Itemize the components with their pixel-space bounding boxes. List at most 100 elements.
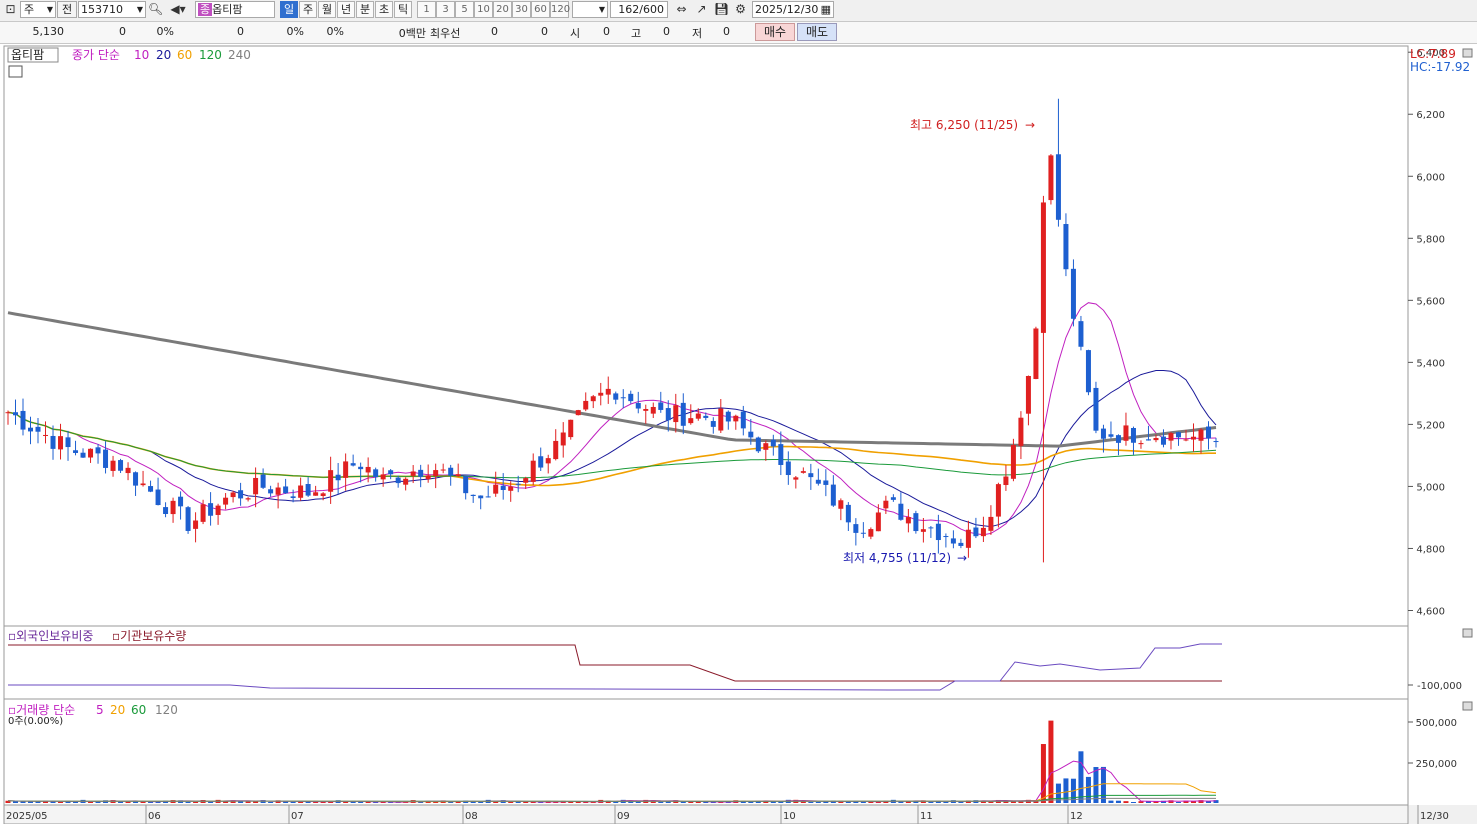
candle-body bbox=[838, 500, 844, 509]
panel-close-icon[interactable] bbox=[1462, 701, 1473, 711]
volume-bar bbox=[140, 801, 146, 803]
interval-button-120[interactable]: 120 bbox=[550, 1, 570, 18]
high-arrow-icon: → bbox=[1025, 118, 1035, 132]
candle-body bbox=[523, 478, 529, 483]
volume-bar bbox=[1003, 800, 1009, 803]
volume-bar bbox=[1063, 778, 1069, 803]
volume-bar bbox=[365, 802, 371, 803]
period-tab-1[interactable]: 주 bbox=[299, 1, 317, 18]
volume-bar bbox=[43, 800, 49, 803]
inst-legend: ▫기관보유수량 bbox=[112, 629, 186, 643]
interval-button-60[interactable]: 60 bbox=[531, 1, 550, 18]
interval-button-10[interactable]: 10 bbox=[474, 1, 493, 18]
prev-button[interactable]: 전 bbox=[57, 1, 77, 18]
panel-menu-icon[interactable] bbox=[8, 65, 23, 78]
candle-body bbox=[530, 460, 536, 482]
volume-bar bbox=[703, 802, 709, 803]
save-icon[interactable]: 💾︎ bbox=[714, 2, 730, 16]
volume-bar bbox=[418, 801, 424, 803]
x-tick-label: 08 bbox=[465, 811, 478, 822]
candle-body bbox=[1123, 425, 1129, 441]
candle-body bbox=[583, 400, 589, 410]
period-tab-3[interactable]: 년 bbox=[337, 1, 355, 18]
buy-button[interactable]: 매수 bbox=[755, 23, 795, 41]
y-tick-label: 6,400 bbox=[1416, 48, 1445, 59]
candle-body bbox=[320, 493, 326, 497]
period-tab-5[interactable]: 초 bbox=[375, 1, 393, 18]
market-select[interactable]: 주 ▼ bbox=[20, 1, 56, 18]
stock-name: 옵티팜 bbox=[212, 3, 243, 16]
code-value: 153710 bbox=[81, 3, 123, 16]
candle-body bbox=[1055, 154, 1061, 220]
volume-bar bbox=[635, 801, 641, 803]
volume-bar bbox=[373, 802, 379, 803]
period-tab-6[interactable]: 틱 bbox=[394, 1, 412, 18]
volume-bar bbox=[1130, 802, 1136, 803]
chart-area[interactable]: 6,400 6,200 6,000 5,800 5,600 5,400 5,200 5,000… bbox=[0, 44, 1477, 824]
candle-body bbox=[515, 483, 521, 485]
candle-body bbox=[740, 411, 746, 429]
search-icon[interactable]: 🔍︎ bbox=[148, 2, 164, 16]
panel-close-icon[interactable] bbox=[1462, 628, 1473, 638]
volume-bar bbox=[1145, 801, 1151, 803]
volume-bar bbox=[530, 802, 536, 803]
stock-name-field[interactable]: 종 옵티팜 bbox=[195, 1, 275, 18]
candle-body bbox=[1175, 432, 1181, 438]
volume-bar bbox=[1175, 802, 1181, 803]
draw-tool-icon[interactable]: ↗ bbox=[696, 2, 707, 16]
candle-body bbox=[410, 471, 416, 476]
count-field[interactable]: 162/600 bbox=[610, 1, 668, 18]
volume-bar bbox=[245, 801, 251, 803]
candle-body bbox=[208, 503, 214, 516]
x-tick-label: 07 bbox=[291, 811, 304, 822]
window-icon[interactable]: ⊡ bbox=[5, 2, 16, 16]
speaker-icon[interactable]: ◀▾ bbox=[170, 2, 186, 16]
volume-bar bbox=[290, 801, 296, 803]
candle-body bbox=[1168, 433, 1174, 441]
interval-button-30[interactable]: 30 bbox=[512, 1, 531, 18]
candle-body bbox=[710, 421, 716, 427]
candle-body bbox=[785, 461, 791, 476]
candle-body bbox=[328, 470, 334, 492]
interval-button-5[interactable]: 5 bbox=[455, 1, 474, 18]
candle-body bbox=[425, 475, 431, 480]
volume-legend: ▫거래량 단순 bbox=[8, 703, 75, 717]
volume-bar bbox=[680, 802, 686, 803]
period-tab-4[interactable]: 분 bbox=[356, 1, 374, 18]
vma20-label: 20 bbox=[110, 703, 125, 717]
date-field[interactable]: 2025/12/30 ▦ bbox=[752, 1, 834, 18]
gear-icon[interactable]: ⚙ bbox=[735, 2, 746, 16]
interval-button-1[interactable]: 1 bbox=[417, 1, 436, 18]
volume-bar bbox=[590, 802, 596, 803]
candle-tool-icon[interactable]: ⇔ bbox=[676, 2, 687, 16]
candle-body bbox=[950, 538, 956, 544]
candle-body bbox=[223, 497, 229, 505]
extra-select[interactable]: ▼ bbox=[572, 1, 608, 18]
candle-body bbox=[755, 437, 761, 452]
low-value: 0 bbox=[723, 25, 730, 38]
volume-bar bbox=[455, 801, 461, 803]
volume-bar bbox=[523, 801, 529, 803]
candle-body bbox=[35, 426, 41, 432]
x-tick-label: 10 bbox=[783, 811, 796, 822]
candle-body bbox=[1100, 428, 1106, 439]
candle-body bbox=[808, 473, 814, 478]
interval-button-20[interactable]: 20 bbox=[493, 1, 512, 18]
candle-body bbox=[43, 434, 49, 436]
interval-button-3[interactable]: 3 bbox=[436, 1, 455, 18]
period-tab-2[interactable]: 월 bbox=[318, 1, 336, 18]
volume-bar bbox=[1183, 800, 1189, 803]
candle-body bbox=[455, 474, 461, 476]
period-tab-0[interactable]: 일 bbox=[280, 1, 298, 18]
candle-body bbox=[1198, 429, 1204, 441]
sell-button[interactable]: 매도 bbox=[797, 23, 837, 41]
lc-value: LC:7.89 bbox=[1410, 47, 1456, 61]
candle-body bbox=[478, 495, 484, 499]
ma20-line bbox=[7, 370, 1217, 528]
candle-body bbox=[665, 408, 671, 421]
candle-body bbox=[905, 517, 911, 524]
volume-bar bbox=[688, 801, 694, 803]
panel-close-icon[interactable] bbox=[1462, 48, 1473, 58]
candle-body bbox=[1115, 435, 1121, 443]
code-input[interactable]: 153710 ▼ bbox=[78, 1, 146, 18]
